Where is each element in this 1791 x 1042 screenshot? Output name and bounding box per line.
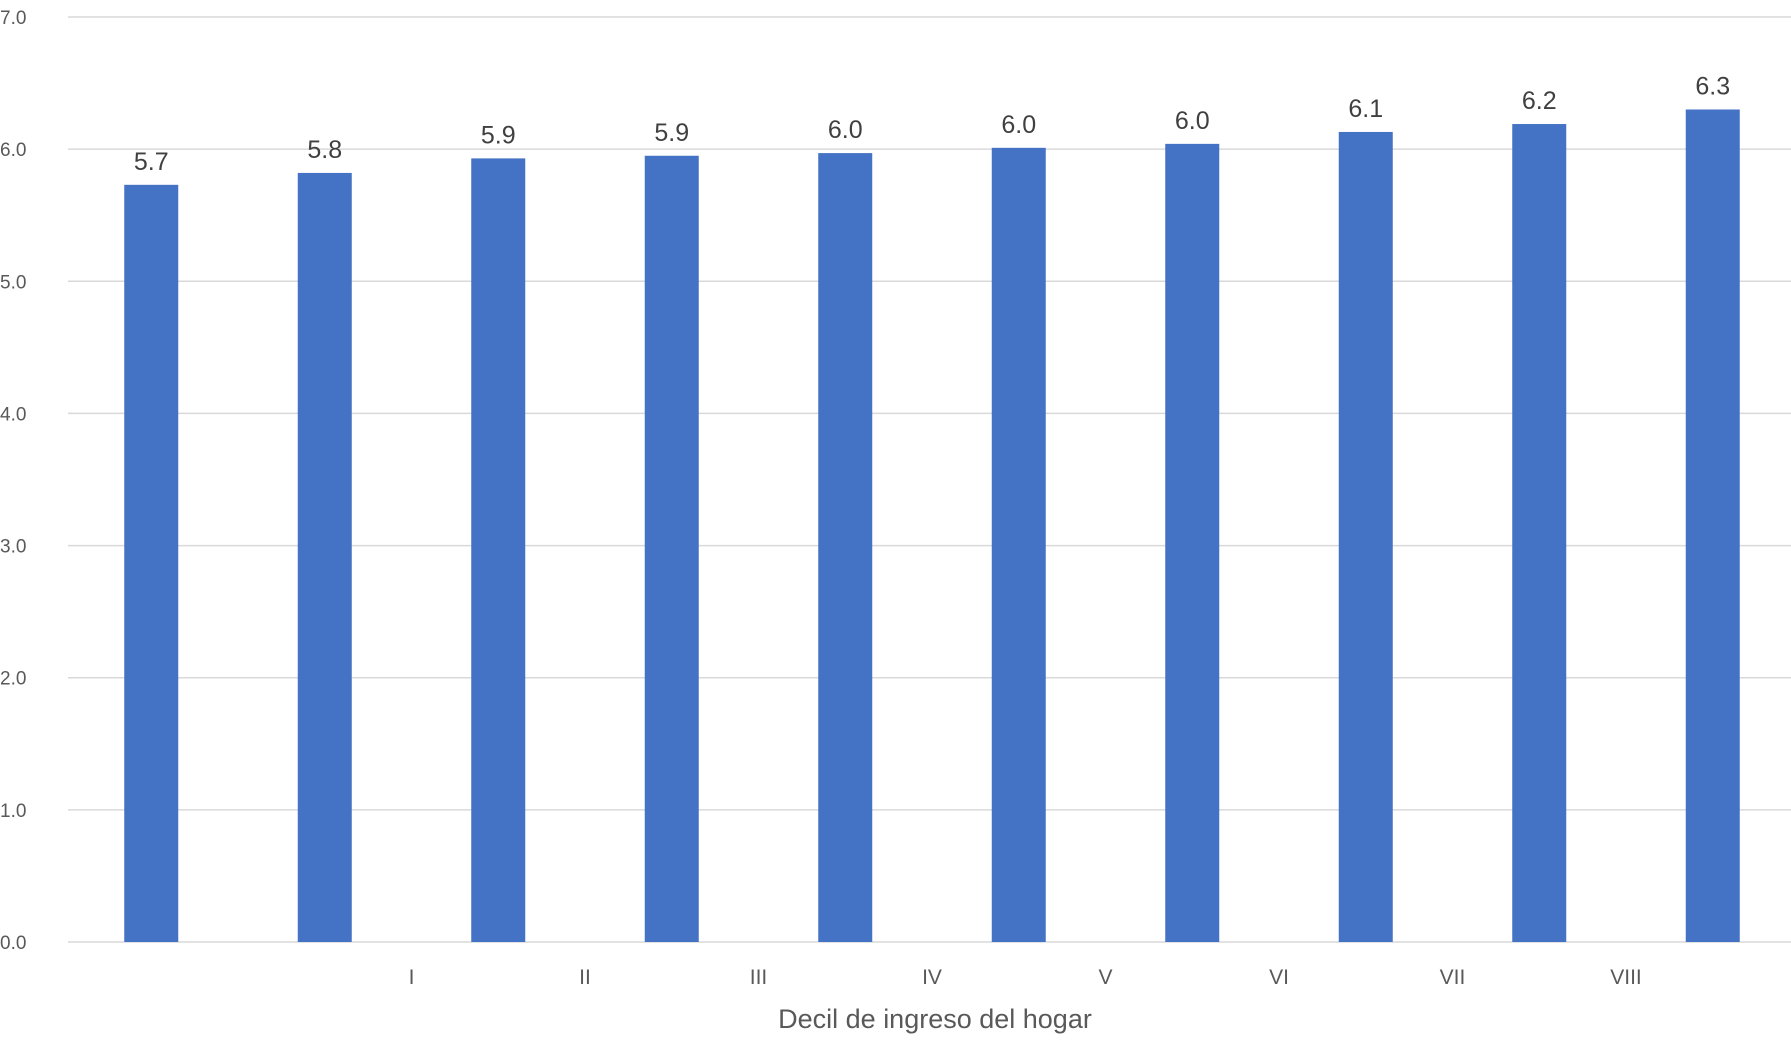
- x-tick-label: IX: [1790, 966, 1791, 989]
- bar: [991, 147, 1046, 943]
- x-tick-label: V: [1098, 966, 1112, 989]
- x-tick-label: VI: [1269, 966, 1289, 989]
- data-label: 6.0: [1001, 111, 1036, 139]
- bar: [1685, 109, 1740, 942]
- y-axis-tick-labels: 0.0 1.0 2.0 3.0 4.0 5.0 6.0 7.0: [0, 8, 26, 954]
- y-tick-label: 7.0: [0, 8, 26, 29]
- data-label: 6.3: [1695, 73, 1730, 101]
- x-tick-label: IV: [922, 966, 942, 989]
- data-label: 5.9: [654, 119, 689, 147]
- data-label: 5.9: [481, 121, 516, 149]
- x-tick-label: VIII: [1610, 966, 1642, 989]
- data-label: 5.7: [134, 148, 169, 176]
- x-tick-label: I: [409, 966, 415, 989]
- x-axis-title: Decil de ingreso del hogar: [778, 1004, 1092, 1034]
- bar: [297, 172, 352, 942]
- bar: [471, 158, 526, 943]
- y-tick-label: 4.0: [0, 404, 26, 425]
- y-tick-label: 2.0: [0, 669, 26, 690]
- gridlines: [68, 16, 1791, 943]
- y-tick-label: 3.0: [0, 537, 26, 558]
- bars: [124, 109, 1740, 943]
- bar: [818, 153, 873, 942]
- data-label: 5.8: [307, 136, 342, 164]
- x-tick-label: II: [579, 966, 591, 989]
- y-tick-label: 5.0: [0, 272, 26, 293]
- y-tick-label: 6.0: [0, 140, 26, 161]
- data-label: 6.1: [1348, 95, 1383, 123]
- data-label: 6.0: [828, 116, 863, 144]
- x-tick-label: VII: [1440, 966, 1466, 989]
- data-label: 6.2: [1522, 87, 1557, 115]
- data-label: 6.0: [1175, 107, 1210, 135]
- bar: [1165, 143, 1220, 942]
- bar: [644, 155, 699, 942]
- bar: [1512, 124, 1567, 943]
- x-axis-tick-labels: IIIIIIIVVVIVIIVIIIIX: [409, 966, 1791, 989]
- bar: [1338, 131, 1393, 942]
- bar: [124, 184, 179, 943]
- y-tick-label: 0.0: [0, 933, 26, 954]
- y-tick-label: 1.0: [0, 801, 26, 822]
- x-tick-label: III: [750, 966, 768, 989]
- data-labels: 5.7 5.8 5.9 5.9 6.0 6.0 6.0 6.1 6.2 6.3: [134, 73, 1730, 176]
